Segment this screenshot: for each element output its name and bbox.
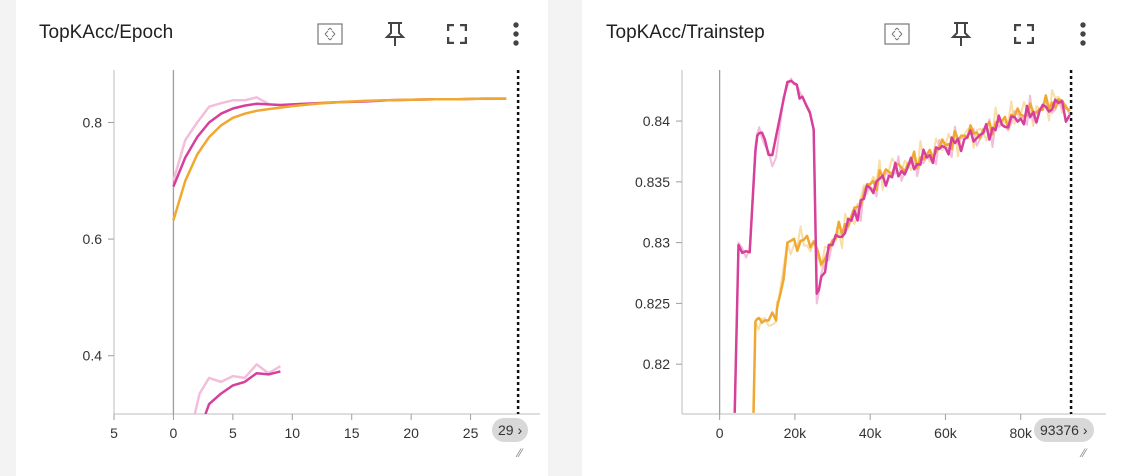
x-tick-label: 60k bbox=[934, 425, 958, 441]
y-tick-label: 0.84 bbox=[643, 113, 670, 129]
chart-card-epoch: TopKAcc/Epoch 0.4 0.6 0.8 5 0 5 10 15 20 25 29 › … bbox=[16, 0, 548, 476]
series-line bbox=[204, 370, 281, 414]
y-tick-label: 0.825 bbox=[635, 295, 670, 311]
resize-handle-icon[interactable]: ⁄⁄ bbox=[518, 446, 523, 460]
series-line bbox=[752, 89, 1070, 413]
cursor-step-label: 93376 › bbox=[1034, 418, 1094, 442]
y-tick-label: 0.8 bbox=[83, 114, 103, 130]
x-tick-label: 10 bbox=[284, 425, 300, 441]
fit-domain-icon bbox=[884, 23, 910, 45]
fullscreen-button[interactable] bbox=[1009, 18, 1039, 50]
y-tick-label: 0.82 bbox=[643, 356, 670, 372]
x-tick-label: 5 bbox=[229, 425, 237, 441]
more-vert-icon bbox=[513, 22, 519, 46]
pin-icon bbox=[950, 22, 972, 46]
pin-button[interactable] bbox=[380, 18, 410, 50]
series-line bbox=[193, 363, 282, 414]
x-tick-label: 0 bbox=[716, 425, 724, 441]
chart-card-trainstep: TopKAcc/Trainstep 0.82 0.825 0.83 0.835 0.84… bbox=[582, 0, 1132, 476]
x-tick-label: 20k bbox=[784, 425, 808, 441]
cursor-step-label: 29 › bbox=[492, 418, 529, 442]
x-tick-label: 25 bbox=[463, 425, 479, 441]
cursor-step-value: 29 bbox=[498, 422, 514, 438]
more-options-button[interactable] bbox=[1068, 18, 1098, 50]
y-tick-label: 0.4 bbox=[83, 348, 103, 364]
fullscreen-icon bbox=[447, 24, 467, 44]
fit-domain-icon bbox=[317, 23, 343, 45]
series-line bbox=[172, 97, 507, 188]
x-tick-label: 5 bbox=[110, 425, 118, 441]
more-vert-icon bbox=[1080, 22, 1086, 46]
x-tick-label: 40k bbox=[859, 425, 883, 441]
epoch-plot[interactable]: 0.4 0.6 0.8 5 0 5 10 15 20 25 bbox=[16, 0, 548, 476]
overflow-chevron-icon: › bbox=[1082, 422, 1088, 438]
pin-button[interactable] bbox=[946, 18, 976, 50]
series-line bbox=[172, 97, 507, 221]
more-options-button[interactable] bbox=[501, 18, 531, 50]
fit-domain-button[interactable] bbox=[315, 18, 345, 50]
overflow-chevron-icon: › bbox=[517, 422, 523, 438]
series-line bbox=[733, 77, 1071, 413]
fit-domain-button[interactable] bbox=[882, 18, 912, 50]
x-tick-label: 80k bbox=[1009, 425, 1033, 441]
x-tick-label: 15 bbox=[344, 425, 360, 441]
fullscreen-button[interactable] bbox=[442, 18, 472, 50]
fullscreen-icon bbox=[1014, 24, 1034, 44]
chart-title: TopKAcc/Trainstep bbox=[606, 22, 765, 43]
x-tick-label: 0 bbox=[170, 425, 178, 441]
x-tick-label: 20 bbox=[403, 425, 419, 441]
y-tick-label: 0.6 bbox=[83, 231, 103, 247]
series-line bbox=[733, 79, 1071, 413]
series-line bbox=[172, 96, 270, 182]
y-tick-label: 0.835 bbox=[635, 174, 670, 190]
resize-handle-icon[interactable]: ⁄⁄ bbox=[1082, 446, 1087, 460]
cursor-step-value: 93376 bbox=[1040, 422, 1079, 438]
y-tick-label: 0.83 bbox=[643, 235, 670, 251]
pin-icon bbox=[384, 22, 406, 46]
chart-title: TopKAcc/Epoch bbox=[39, 22, 174, 43]
series-line bbox=[752, 94, 1071, 413]
trainstep-plot[interactable]: 0.82 0.825 0.83 0.835 0.84 0 20k 40k 60k 80k bbox=[582, 0, 1132, 476]
